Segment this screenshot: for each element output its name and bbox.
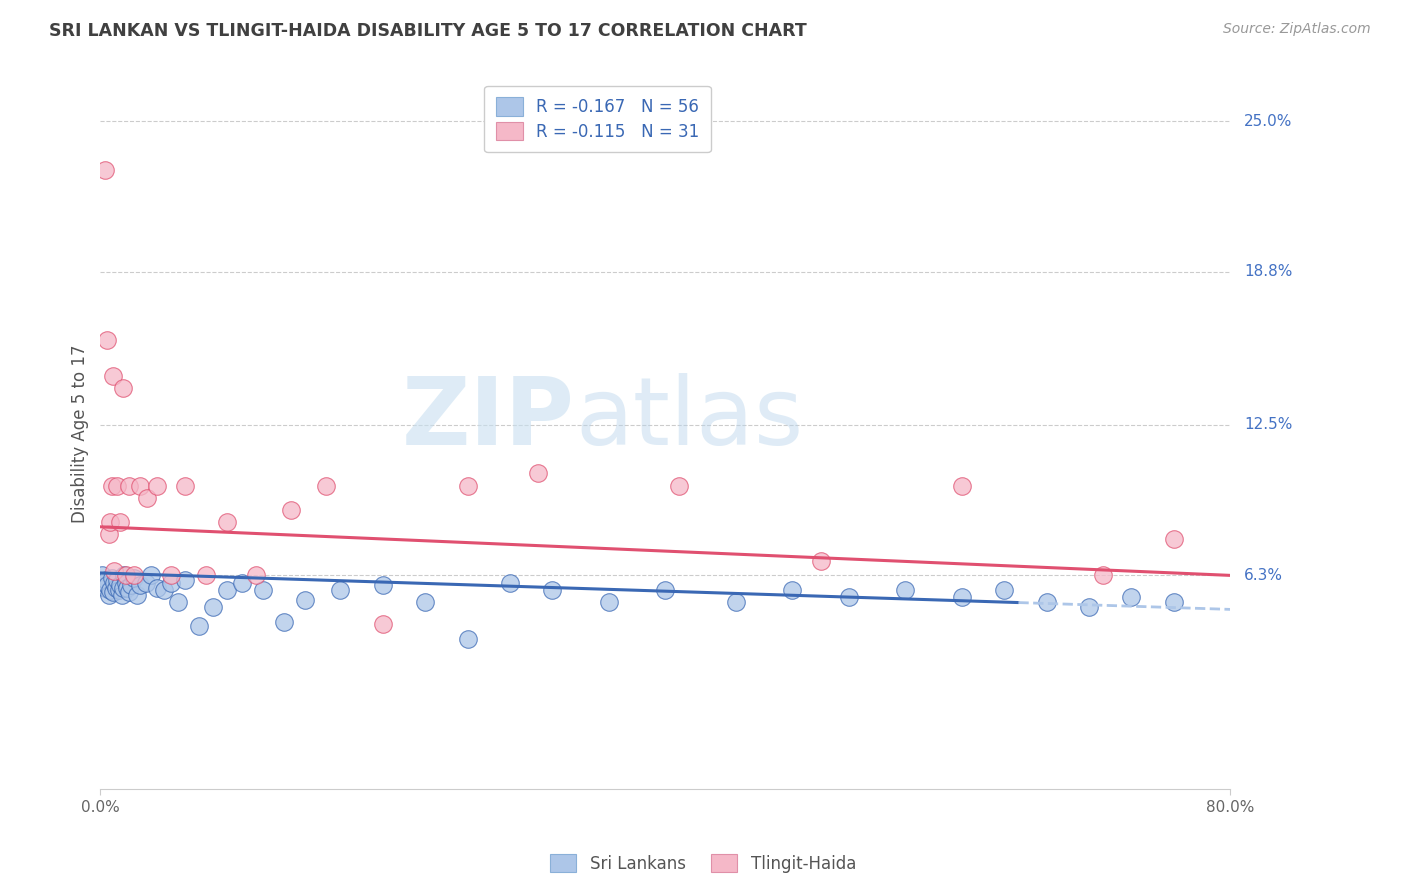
Point	[153, 582, 176, 597]
Point	[950, 478, 973, 492]
Point	[108, 578, 131, 592]
Point	[252, 582, 274, 597]
Point	[654, 582, 676, 597]
Point	[160, 575, 183, 590]
Text: SRI LANKAN VS TLINGIT-HAIDA DISABILITY AGE 5 TO 17 CORRELATION CHART: SRI LANKAN VS TLINGIT-HAIDA DISABILITY A…	[49, 22, 807, 40]
Point	[724, 595, 747, 609]
Point	[117, 585, 139, 599]
Point	[457, 632, 479, 646]
Text: ZIP: ZIP	[402, 373, 575, 465]
Point	[782, 582, 804, 597]
Point	[105, 478, 128, 492]
Point	[108, 515, 131, 529]
Point	[115, 581, 138, 595]
Point	[1078, 599, 1101, 614]
Point	[120, 578, 142, 592]
Text: 18.8%: 18.8%	[1244, 264, 1292, 279]
Y-axis label: Disability Age 5 to 17: Disability Age 5 to 17	[72, 344, 89, 523]
Point	[104, 581, 127, 595]
Point	[135, 575, 157, 590]
Point	[96, 578, 118, 592]
Point	[174, 574, 197, 588]
Point	[598, 595, 620, 609]
Point	[838, 591, 860, 605]
Point	[112, 568, 135, 582]
Point	[167, 595, 190, 609]
Text: atlas: atlas	[575, 373, 803, 465]
Point	[105, 574, 128, 588]
Point	[114, 575, 136, 590]
Point	[97, 527, 120, 541]
Point	[146, 581, 169, 595]
Point	[111, 381, 134, 395]
Point	[90, 568, 112, 582]
Point	[110, 588, 132, 602]
Point	[810, 554, 832, 568]
Point	[329, 582, 352, 597]
Legend: R = -0.167   N = 56, R = -0.115   N = 31: R = -0.167 N = 56, R = -0.115 N = 31	[484, 86, 711, 153]
Point	[195, 568, 218, 582]
Point	[217, 515, 239, 529]
Point	[96, 333, 118, 347]
Point	[950, 591, 973, 605]
Point	[114, 568, 136, 582]
Point	[93, 162, 115, 177]
Point	[107, 582, 129, 597]
Point	[894, 582, 917, 597]
Point	[122, 568, 145, 582]
Point	[91, 575, 114, 590]
Point	[93, 581, 115, 595]
Point	[1121, 591, 1143, 605]
Point	[97, 588, 120, 602]
Point	[371, 617, 394, 632]
Point	[1035, 595, 1057, 609]
Point	[413, 595, 436, 609]
Point	[160, 568, 183, 582]
Point	[129, 578, 152, 592]
Point	[146, 478, 169, 492]
Point	[136, 491, 159, 505]
Point	[111, 581, 134, 595]
Point	[294, 592, 316, 607]
Point	[280, 503, 302, 517]
Point	[1163, 595, 1185, 609]
Point	[541, 582, 564, 597]
Point	[103, 575, 125, 590]
Point	[188, 619, 211, 633]
Point	[101, 585, 124, 599]
Point	[141, 568, 163, 582]
Point	[217, 582, 239, 597]
Point	[100, 478, 122, 492]
Legend: Sri Lankans, Tlingit-Haida: Sri Lankans, Tlingit-Haida	[543, 847, 863, 880]
Point	[668, 478, 690, 492]
Point	[1092, 568, 1115, 582]
Text: 6.3%: 6.3%	[1244, 568, 1284, 582]
Point	[174, 478, 197, 492]
Point	[129, 478, 152, 492]
Point	[103, 564, 125, 578]
Point	[527, 467, 550, 481]
Point	[993, 582, 1015, 597]
Point	[202, 599, 225, 614]
Point	[100, 571, 122, 585]
Point	[1163, 532, 1185, 546]
Point	[457, 478, 479, 492]
Point	[117, 478, 139, 492]
Point	[371, 578, 394, 592]
Point	[245, 568, 267, 582]
Text: Source: ZipAtlas.com: Source: ZipAtlas.com	[1223, 22, 1371, 37]
Point	[125, 588, 148, 602]
Point	[273, 615, 295, 629]
Point	[98, 582, 121, 597]
Point	[101, 369, 124, 384]
Point	[315, 478, 337, 492]
Point	[122, 571, 145, 585]
Point	[499, 575, 522, 590]
Point	[98, 515, 121, 529]
Point	[94, 574, 117, 588]
Text: 12.5%: 12.5%	[1244, 417, 1292, 433]
Point	[231, 575, 253, 590]
Text: 25.0%: 25.0%	[1244, 113, 1292, 128]
